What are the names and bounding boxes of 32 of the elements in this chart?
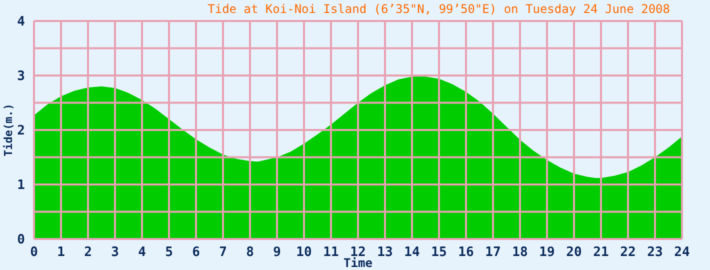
x-tick-label: 22	[620, 245, 636, 260]
x-tick-label: 3	[111, 245, 119, 260]
x-tick-label: 2	[84, 245, 92, 260]
x-tick-label: 0	[30, 245, 38, 260]
x-tick-label: 11	[323, 245, 339, 260]
y-tick-label: 1	[17, 178, 26, 194]
x-tick-label: 21	[593, 245, 609, 260]
x-tick-label: 1	[57, 245, 66, 260]
x-tick-label: 6	[192, 245, 200, 260]
x-tick-label: 15	[431, 245, 447, 260]
y-axis-title: Tide(m.)	[2, 104, 15, 156]
x-tick-label: 4	[138, 245, 146, 260]
chart-title: Tide at Koi-Noi Island (6’35"N, 99’50"E) on Tuesday 24 June 2008	[208, 2, 670, 16]
x-tick-label: 19	[539, 245, 555, 260]
x-tick-label: 5	[165, 245, 173, 260]
x-tick-label: 17	[485, 245, 501, 260]
x-tick-label: 7	[219, 245, 227, 260]
x-tick-label: 16	[458, 245, 474, 260]
x-tick-label: 13	[377, 245, 393, 260]
y-tick-label: 2	[17, 124, 25, 139]
x-tick-label: 24	[674, 245, 690, 260]
x-tick-label: 14	[404, 245, 420, 260]
x-tick-label: 9	[273, 245, 281, 260]
x-tick-label: 23	[647, 245, 663, 260]
x-axis-title: Time	[344, 256, 372, 270]
x-tick-label: 18	[512, 245, 528, 260]
y-tick-label: 4	[17, 14, 26, 30]
x-tick-label: 20	[566, 245, 582, 260]
y-tick-label: 0	[17, 232, 26, 248]
x-tick-label: 8	[246, 245, 254, 260]
x-tick-label: 10	[296, 245, 312, 260]
y-tick-label: 3	[17, 69, 25, 84]
